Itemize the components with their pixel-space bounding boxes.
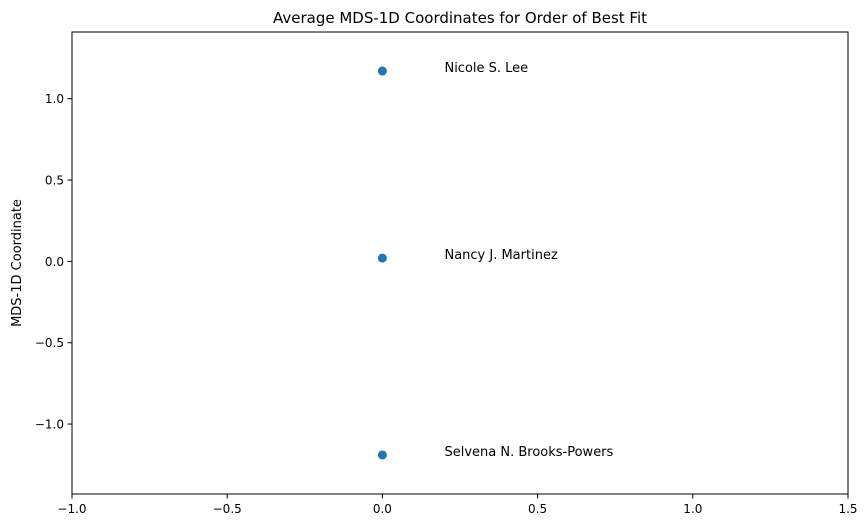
plot-frame <box>71 31 849 495</box>
x-tick-label: 1.0 <box>683 502 702 516</box>
y-tick-label: 1.0 <box>45 92 64 106</box>
y-tick-label: −1.0 <box>35 418 64 432</box>
x-tick-label: 0.0 <box>373 502 392 516</box>
data-point-label: Nicole S. Lee <box>444 61 528 76</box>
x-axis-ticks: −1.0 −0.5 0.0 0.5 1.0 1.5 <box>57 494 858 516</box>
y-tick-label: 0.0 <box>45 255 64 269</box>
y-axis-ticks: −1.0 −0.5 0.0 0.5 1.0 <box>35 92 72 432</box>
x-tick-label: 0.5 <box>528 502 547 516</box>
y-tick-label: −0.5 <box>35 336 64 350</box>
data-point <box>377 253 387 263</box>
data-point <box>377 450 387 460</box>
data-points <box>377 66 387 460</box>
data-point-labels: Nicole S. Lee Nancy J. Martinez Selvena N.… <box>444 61 613 460</box>
x-tick-label: −1.0 <box>57 502 86 516</box>
y-tick-label: 0.5 <box>45 174 64 188</box>
y-axis-label: MDS-1D Coordinate <box>10 199 25 327</box>
x-tick-label: −0.5 <box>213 502 242 516</box>
data-point-label: Selvena N. Brooks-Powers <box>444 445 613 460</box>
data-point-label: Nancy J. Martinez <box>444 248 557 263</box>
chart-title: Average MDS-1D Coordinates for Order of … <box>273 9 647 27</box>
data-point <box>377 66 387 76</box>
x-tick-label: 1.5 <box>838 502 857 516</box>
